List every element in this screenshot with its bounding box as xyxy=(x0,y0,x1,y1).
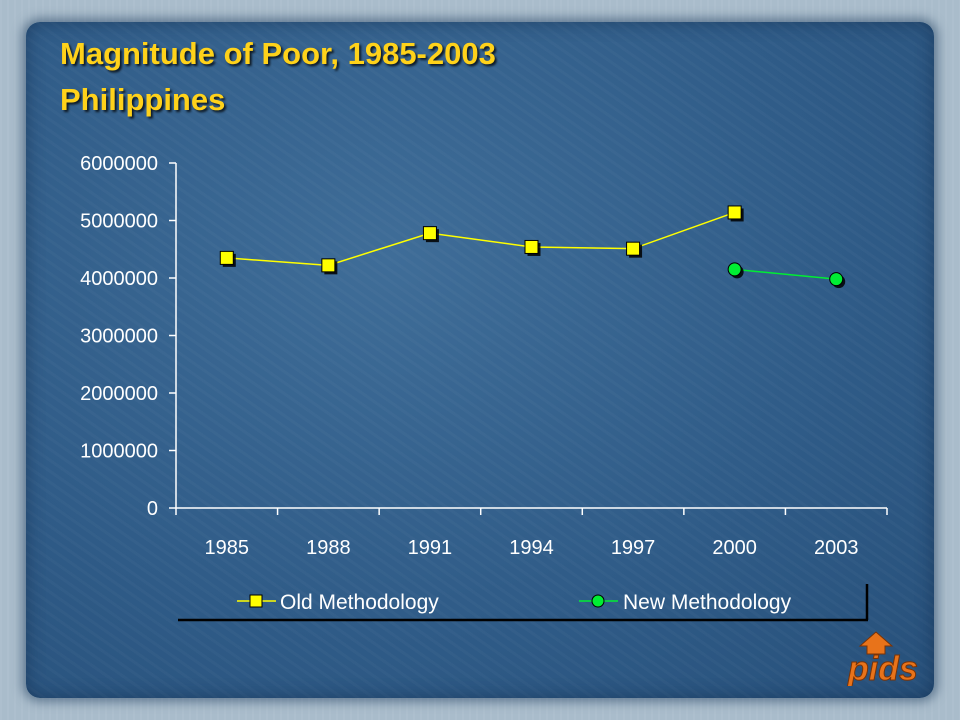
slide-title: Magnitude of Poor, 1985-2003 xyxy=(60,36,496,71)
legend-swatch-old-marker xyxy=(249,594,263,608)
x-axis-ticks: 1985 1988 1991 1994 1997 2000 2003 xyxy=(175,508,888,559)
y-tick-label: 2000000 xyxy=(80,383,158,405)
content-panel xyxy=(26,22,934,698)
y-tick-label: 1000000 xyxy=(80,441,158,463)
y-axis-ticks: 0 1000000 2000000 3000000 4000000 5000000 6000… xyxy=(80,153,176,520)
x-tick-label: 1988 xyxy=(306,537,351,559)
chart-legend: Old Methodology New Methodology xyxy=(178,584,869,622)
chart-series xyxy=(219,205,846,289)
chart-axes xyxy=(175,163,887,509)
y-tick-label: 5000000 xyxy=(80,211,158,233)
y-tick-label: 4000000 xyxy=(80,268,158,290)
house-arrow-icon xyxy=(858,631,894,655)
x-tick-label: 1994 xyxy=(509,537,554,559)
x-tick-label: 2000 xyxy=(712,537,757,559)
data-point-old-methodology xyxy=(422,226,437,241)
data-point-old-methodology xyxy=(219,250,234,265)
data-point-old-methodology xyxy=(727,205,742,220)
pids-logo: pids xyxy=(847,631,918,686)
series-line-old-methodology xyxy=(226,211,735,267)
pids-logo-text: pids xyxy=(847,650,918,686)
series-new-methodology xyxy=(727,262,846,289)
data-point-new-methodology xyxy=(727,262,742,277)
data-point-old-methodology xyxy=(321,258,336,273)
legend-swatch-new-marker xyxy=(591,594,605,608)
y-tick-label: 3000000 xyxy=(80,326,158,348)
x-tick-label: 1997 xyxy=(611,537,656,559)
y-tick-label: 0 xyxy=(147,498,158,520)
x-tick-label: 1985 xyxy=(205,537,250,559)
legend-label-old: Old Methodology xyxy=(280,591,439,614)
y-tick-label: 6000000 xyxy=(80,153,158,175)
data-point-old-methodology xyxy=(524,239,539,254)
slide-subtitle: Philippines xyxy=(60,82,226,117)
series-line-new-methodology xyxy=(734,268,837,280)
series-old-methodology xyxy=(219,205,744,275)
x-tick-label: 1991 xyxy=(408,537,453,559)
x-tick-label: 2003 xyxy=(814,537,859,559)
data-point-old-methodology xyxy=(626,241,641,256)
data-point-new-methodology xyxy=(829,272,844,287)
legend-label-new: New Methodology xyxy=(623,591,792,614)
